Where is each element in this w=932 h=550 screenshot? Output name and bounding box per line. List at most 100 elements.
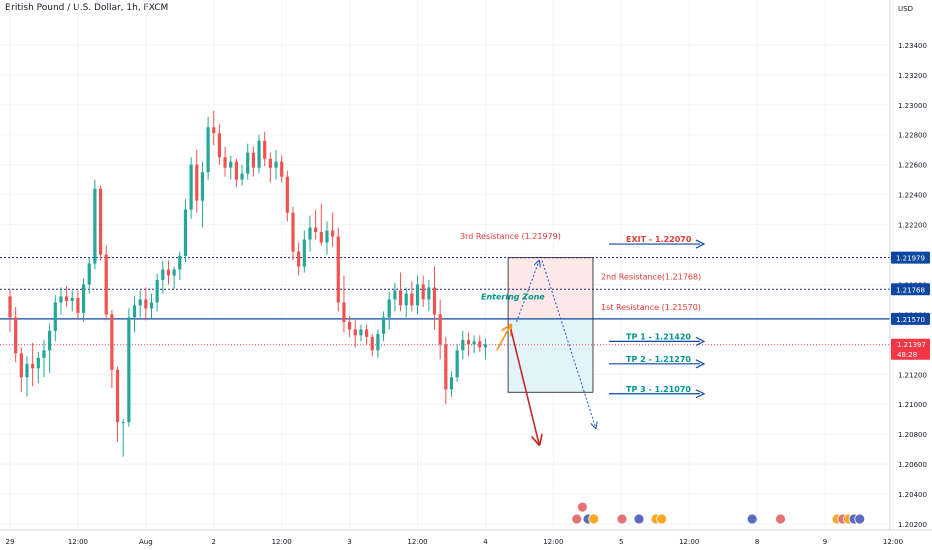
first-resistance-label: 1st Resistance (1.21570): [601, 303, 701, 312]
price-tick-label: 1.23200: [898, 72, 927, 80]
price-tick-label: 1.22400: [898, 192, 927, 200]
candle-body: [229, 161, 233, 168]
tp2-target-label: TP 2 - 1.21270: [626, 355, 691, 364]
current-price-value: 1.21397: [897, 341, 926, 349]
candle-body: [483, 344, 488, 348]
candle-body: [336, 236, 340, 303]
candle-body: [70, 297, 74, 301]
event-flag-icon: [576, 501, 588, 513]
candle-body: [138, 299, 142, 306]
candle-body: [370, 336, 374, 351]
event-flag-icon: [854, 513, 866, 525]
tp3-target-label: TP 3 - 1.21070: [626, 385, 691, 394]
path-up-arrow: [516, 261, 540, 323]
candle-body: [217, 133, 222, 158]
candle-body: [42, 350, 46, 358]
candle-body: [381, 317, 386, 334]
level-price-badge: [891, 251, 930, 264]
entry-zone-boxes: [507, 257, 594, 393]
candle-body: [121, 422, 125, 424]
entering-zone-label: Entering Zone: [481, 292, 545, 301]
candle-body: [461, 339, 465, 351]
candle-body: [166, 269, 171, 276]
exit-target-label: EXIT - 1.22070: [626, 235, 692, 244]
price-tick-label: 1.21200: [898, 371, 927, 379]
candle-body: [200, 172, 205, 201]
candle-body: [183, 209, 188, 257]
event-flag-icon: [588, 513, 600, 525]
tp3-target-arrowhead: [695, 389, 706, 399]
candle-body: [325, 230, 329, 243]
price-tick-label: 1.20600: [898, 461, 927, 469]
price-tick-label: 1.22800: [898, 132, 927, 140]
chart-title: British Pound / U.S. Dollar, 1h, FXCM: [5, 3, 169, 13]
candle-body: [319, 232, 323, 243]
time-tick-label: 12:00: [543, 538, 563, 546]
candle-body: [342, 302, 346, 322]
candle-body: [393, 290, 397, 300]
level-price-value: 1.21570: [896, 316, 925, 324]
candle-body: [280, 161, 284, 177]
candle-body: [268, 158, 272, 168]
candle-body: [206, 127, 210, 173]
candle-body: [212, 127, 216, 134]
candle-body: [19, 353, 23, 378]
candle-body: [36, 357, 40, 369]
second-resistance-label: 2nd Resistance(1.21768): [601, 272, 701, 281]
event-flag-icon: [656, 513, 668, 525]
candle-body: [263, 140, 267, 159]
event-flag-icon: [616, 513, 628, 525]
candle-body: [132, 305, 137, 318]
candle-body: [104, 254, 108, 315]
event-flag-icon: [746, 513, 758, 525]
candles: [8, 110, 488, 457]
price-tick-label: 1.23400: [898, 42, 927, 50]
candle-body: [455, 350, 459, 378]
candle-body: [155, 279, 159, 303]
candle-body: [81, 284, 86, 313]
tp2-target-arrowhead: [695, 359, 706, 369]
candle-body: [65, 296, 69, 301]
candle-body: [48, 330, 52, 351]
candle-body: [31, 363, 35, 369]
candle-body: [438, 314, 442, 345]
time-tick-label: Aug: [139, 538, 153, 546]
candle-body: [189, 164, 193, 210]
price-tick-label: 1.20800: [898, 431, 927, 439]
candle-body: [376, 333, 380, 351]
currency-label: USD: [898, 5, 913, 13]
candle-body: [234, 161, 238, 180]
time-tick-label: 9: [823, 538, 827, 546]
time-tick-label: 12:00: [883, 538, 903, 546]
candle-body: [8, 296, 12, 318]
candle-body: [415, 284, 420, 306]
candle-body: [98, 188, 103, 255]
candle-body: [297, 251, 301, 267]
candle-body: [251, 152, 255, 168]
candle-body: [144, 299, 148, 309]
event-icons: [571, 501, 866, 525]
time-tick-label: 2: [212, 538, 216, 546]
candle-body: [444, 344, 448, 390]
candle-body: [161, 269, 165, 280]
candle-body: [274, 161, 278, 168]
candle-body: [240, 173, 244, 180]
candle-body: [302, 239, 306, 267]
candle-body: [59, 296, 63, 303]
candle-body: [353, 329, 357, 336]
level-price-value: 1.21768: [896, 286, 925, 294]
candle-body: [127, 317, 131, 423]
price-tick-label: 1.22200: [898, 222, 927, 230]
event-flag-icon: [775, 513, 786, 525]
candle-body: [427, 287, 431, 300]
third-resistance-label: 3rd Resistance (1.21979): [460, 232, 561, 241]
tp1-target-label: TP 1 - 1.21420: [626, 332, 691, 341]
candle-body: [331, 230, 335, 237]
candle-body: [87, 263, 91, 285]
price-tick-label: 1.20200: [898, 521, 927, 529]
time-tick-label: 12:00: [679, 538, 699, 546]
price-tick-label: 1.20400: [898, 491, 927, 499]
